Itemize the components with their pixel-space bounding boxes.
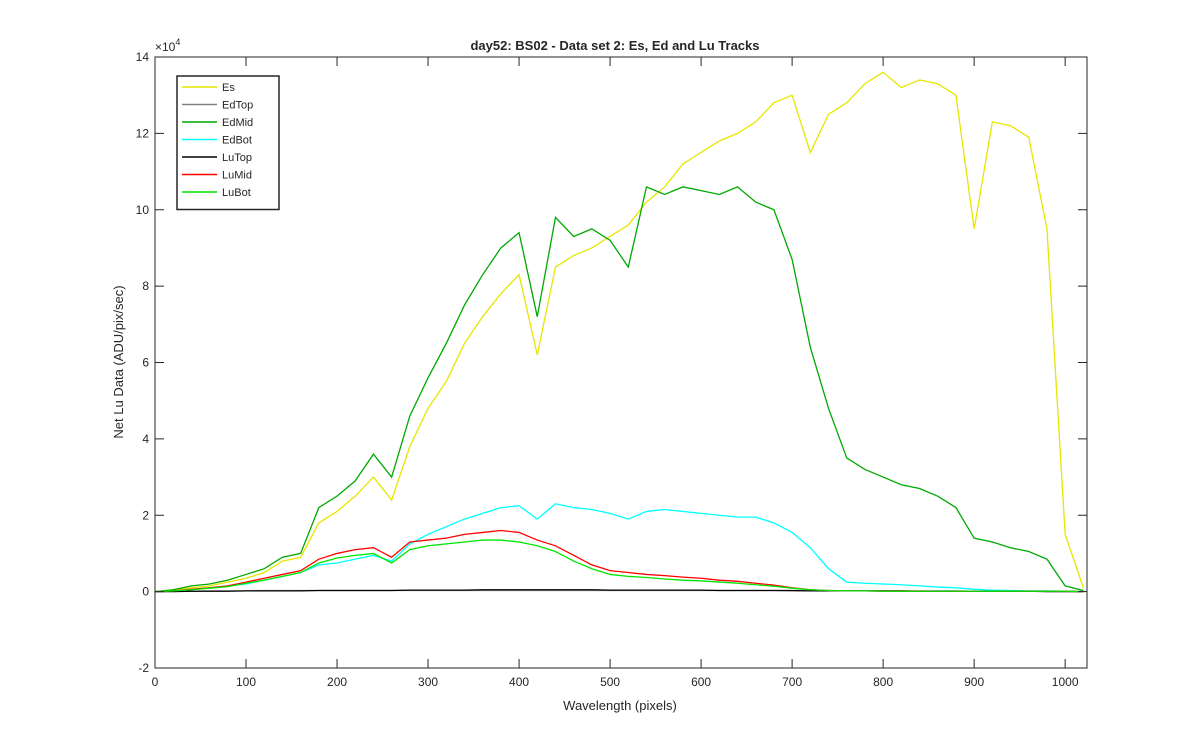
legend-label: LuBot xyxy=(222,187,251,199)
x-tick-label: 900 xyxy=(964,675,984,689)
legend-label: Es xyxy=(222,82,235,94)
x-tick-label: 100 xyxy=(236,675,256,689)
x-axis-label: Wavelength (pixels) xyxy=(563,698,677,713)
y-tick-label: -2 xyxy=(138,661,149,675)
x-tick-label: 200 xyxy=(327,675,347,689)
series-line xyxy=(155,539,1084,593)
x-tick-label: 600 xyxy=(691,675,711,689)
legend-label: LuTop xyxy=(222,152,252,164)
y-tick-label: 2 xyxy=(142,508,149,522)
y-tick-label: 8 xyxy=(142,279,149,293)
legend-label: EdMid xyxy=(222,117,253,129)
legend-label: EdBot xyxy=(222,135,252,147)
x-tick-label: 300 xyxy=(418,675,438,689)
y-exponent-base: ×10 xyxy=(155,40,176,54)
y-axis-label: Net Lu Data (ADU/pix/sec) xyxy=(111,285,126,438)
x-tick-label: 700 xyxy=(782,675,802,689)
y-exponent-power: 4 xyxy=(175,37,180,47)
legend: Es EdTop EdMid EdBot LuTop LuMid LuBot xyxy=(176,75,280,211)
y-tick-label: 0 xyxy=(142,585,149,599)
y-tick-label: 12 xyxy=(136,126,150,140)
x-tick-label: 400 xyxy=(509,675,529,689)
x-tick-label: 1000 xyxy=(1052,675,1079,689)
x-tick-label: 800 xyxy=(873,675,893,689)
legend-label: LuMid xyxy=(222,170,252,182)
series-line xyxy=(155,503,1084,593)
legend-box xyxy=(176,75,280,211)
chart-title: day52: BS02 - Data set 2: Es, Ed and Lu … xyxy=(470,38,759,53)
legend-label: EdTop xyxy=(222,100,253,112)
series-line xyxy=(155,71,1084,593)
plot-area: 0 100 200 300 400 500 600 700 800 900 1000-2024681… xyxy=(136,50,1088,689)
y-tick-label: 6 xyxy=(142,356,149,370)
y-tick-label: 4 xyxy=(142,432,149,446)
y-tick-label: 14 xyxy=(136,50,150,64)
series-line xyxy=(155,185,1084,593)
series-group xyxy=(155,71,1084,593)
x-tick-label: 500 xyxy=(600,675,620,689)
y-exponent: ×104 xyxy=(155,37,180,54)
x-tick-label: 0 xyxy=(152,675,159,689)
y-tick-label: 10 xyxy=(136,203,150,217)
